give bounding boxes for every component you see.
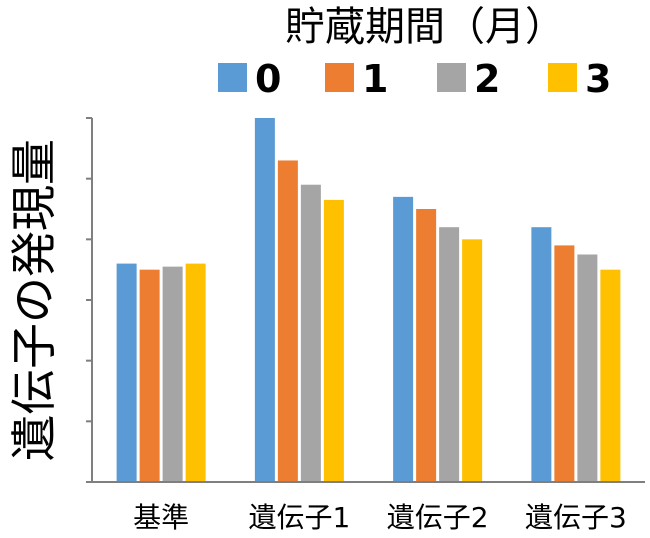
bar-2-series-0: [254, 118, 275, 482]
bar-3-series-1: [416, 209, 437, 482]
bar-2-series-3: [323, 199, 344, 482]
legend-label-2: 2: [474, 57, 500, 101]
legend-swatch-0: [218, 63, 247, 92]
y-axis-title: 遺伝子の発現量: [7, 139, 61, 461]
x-tick-label-2: 遺伝子1: [248, 501, 350, 534]
legend-swatch-2: [437, 63, 466, 92]
bar-4-series-1: [554, 245, 575, 482]
bar-3-series-3: [462, 239, 483, 482]
x-tick-label-1: 基準: [133, 501, 189, 534]
y-axis: [86, 117, 93, 483]
bar-1-series-1: [139, 269, 160, 482]
legend-label-3: 3: [585, 57, 611, 101]
legend-title: 貯蔵期間（月）: [285, 4, 565, 50]
bar-1-series-3: [185, 263, 206, 482]
bar-3-series-0: [393, 196, 414, 482]
x-tick-label-3: 遺伝子2: [387, 501, 489, 534]
bar-1-series-0: [116, 263, 137, 482]
bar-2-series-1: [277, 160, 298, 482]
bars: [116, 118, 621, 482]
x-tick-label-4: 遺伝子3: [525, 501, 627, 534]
bar-4-series-0: [531, 227, 552, 482]
x-axis: 基準 遺伝子1 遺伝子2 遺伝子3: [92, 481, 645, 534]
legend-swatch-1: [325, 63, 354, 92]
bar-4-series-2: [577, 254, 598, 482]
legend-swatch-3: [548, 63, 577, 92]
bar-3-series-2: [439, 227, 460, 482]
legend-label-1: 1: [362, 57, 388, 101]
legend: 0 1 2 3: [218, 57, 611, 101]
legend-label-0: 0: [255, 57, 281, 101]
bar-4-series-3: [600, 269, 621, 482]
bar-2-series-2: [300, 184, 321, 482]
bar-1-series-2: [162, 266, 183, 482]
